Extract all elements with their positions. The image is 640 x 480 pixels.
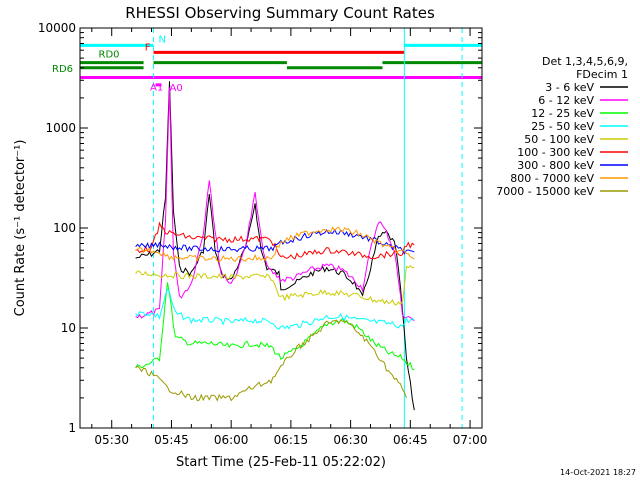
y-tick-label: 1 xyxy=(68,421,76,435)
legend-label-3-6-kev: 3 - 6 keV xyxy=(545,81,594,94)
y-axis-label: Count Rate (s⁻¹ detector⁻¹) xyxy=(13,140,28,317)
y-tick-label: 100 xyxy=(53,221,76,235)
legend-label-800-7000-kev: 800 - 7000 keV xyxy=(510,172,594,185)
y-tick-label: 1000 xyxy=(45,121,76,135)
series-lines xyxy=(135,81,415,411)
x-tick-label: 05:45 xyxy=(154,433,189,447)
y-tick-label: 10 xyxy=(61,321,76,335)
legend-label-100-300-kev: 100 - 300 keV xyxy=(517,146,594,159)
chart-title: RHESSI Observing Summary Count Rates xyxy=(125,4,435,22)
x-axis: 05:30 05:45 06:00 06:15 06:30 06:45 07:00 xyxy=(91,28,488,447)
series-line-100-300-kev xyxy=(135,221,415,260)
flag-label-n: N xyxy=(159,34,166,45)
x-tick-label: 06:15 xyxy=(274,433,309,447)
flag-labels: NF RD0 RD6 A1 A0 xyxy=(52,34,183,93)
legend-header-line-1: Det 1,3,4,5,6,9, xyxy=(542,55,628,68)
legend-label-6-12-kev: 6 - 12 keV xyxy=(538,94,594,107)
x-tick-label: 05:30 xyxy=(94,433,129,447)
x-tick-label: 06:45 xyxy=(393,433,428,447)
x-tick-label: 06:00 xyxy=(214,433,249,447)
series-line-300-800-kev xyxy=(135,228,415,255)
legend-label-300-800-kev: 300 - 800 keV xyxy=(517,159,594,172)
series-line-12-25-kev xyxy=(135,282,415,371)
flag-label-a1: A1 xyxy=(150,82,163,93)
series-line-800-7000-kev xyxy=(135,226,415,263)
series-line-7000-15000-kev xyxy=(135,319,407,402)
y-tick-label: 10000 xyxy=(38,21,76,35)
legend-header-line-2: FDecim 1 xyxy=(576,68,628,81)
legend-label-7000-15000-kev: 7000 - 15000 keV xyxy=(496,185,594,198)
x-axis-label: Start Time (25-Feb-11 05:22:02) xyxy=(176,455,386,470)
timestamp: 14-Oct-2021 18:27 xyxy=(560,468,636,477)
legend-label-50-100-kev: 50 - 100 keV xyxy=(524,133,594,146)
flag-label-rd6: RD6 xyxy=(52,64,73,75)
series-line-50-100-kev xyxy=(135,265,415,306)
x-tick-label: 06:30 xyxy=(333,433,368,447)
flag-label-f: F xyxy=(145,42,151,53)
flag-label-rd0: RD0 xyxy=(99,50,120,61)
series-line-6-12-kev xyxy=(135,87,415,321)
flag-bars xyxy=(80,43,482,87)
series-line-25-50-kev xyxy=(135,287,415,330)
series-line-3-6-kev xyxy=(135,81,415,411)
y-axis: 1 10 100 1000 10000 xyxy=(38,21,482,435)
legend-label-12-25-kev: 12 - 25 keV xyxy=(531,107,594,120)
legend-label-25-50-kev: 25 - 50 keV xyxy=(531,120,594,133)
x-tick-label: 07:00 xyxy=(453,433,488,447)
flag-label-a0: A0 xyxy=(169,83,182,94)
